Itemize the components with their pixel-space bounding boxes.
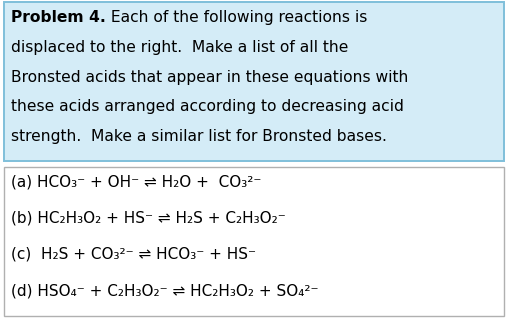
Text: (a) HCO₃⁻ + OH⁻ ⇌ H₂O +  CO₃²⁻: (a) HCO₃⁻ + OH⁻ ⇌ H₂O + CO₃²⁻ — [11, 174, 262, 189]
Text: Each of the following reactions is: Each of the following reactions is — [106, 10, 367, 25]
Text: strength.  Make a similar list for Bronsted bases.: strength. Make a similar list for Bronst… — [11, 129, 387, 144]
FancyBboxPatch shape — [4, 167, 504, 316]
Text: (c)  H₂S + CO₃²⁻ ⇌ HCO₃⁻ + HS⁻: (c) H₂S + CO₃²⁻ ⇌ HCO₃⁻ + HS⁻ — [11, 247, 256, 262]
FancyBboxPatch shape — [4, 2, 504, 161]
Text: (b) HC₂H₃O₂ + HS⁻ ⇌ H₂S + C₂H₃O₂⁻: (b) HC₂H₃O₂ + HS⁻ ⇌ H₂S + C₂H₃O₂⁻ — [11, 211, 286, 226]
Text: (d) HSO₄⁻ + C₂H₃O₂⁻ ⇌ HC₂H₃O₂ + SO₄²⁻: (d) HSO₄⁻ + C₂H₃O₂⁻ ⇌ HC₂H₃O₂ + SO₄²⁻ — [11, 283, 319, 298]
Text: these acids arranged according to decreasing acid: these acids arranged according to decrea… — [11, 99, 404, 114]
Text: Problem 4.: Problem 4. — [11, 10, 106, 25]
Text: Bronsted acids that appear in these equations with: Bronsted acids that appear in these equa… — [11, 70, 408, 85]
Text: displaced to the right.  Make a list of all the: displaced to the right. Make a list of a… — [11, 40, 348, 55]
